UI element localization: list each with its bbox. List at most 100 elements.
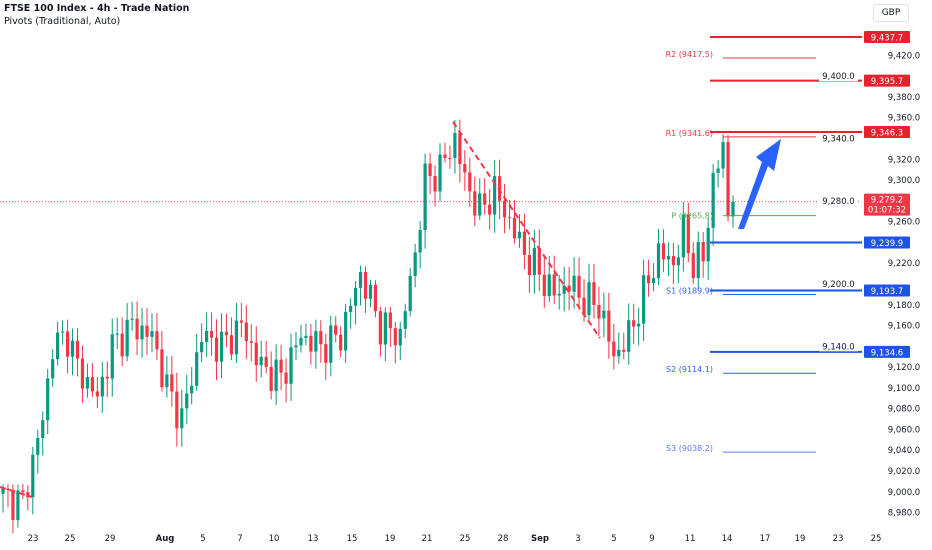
level-badge — [864, 31, 910, 43]
candle-body — [140, 325, 144, 340]
candle-body — [696, 242, 700, 279]
x-tick-label: 7 — [237, 534, 242, 544]
candle-body — [358, 272, 363, 288]
candle-body — [85, 377, 90, 389]
pivot-label: S2 (9114.1) — [666, 365, 713, 374]
candle-body — [393, 328, 397, 346]
x-tick-label: 11 — [685, 534, 696, 544]
candle-body — [522, 231, 527, 255]
candle-body — [284, 372, 288, 384]
candle-body — [289, 347, 293, 384]
candle-body — [497, 176, 502, 201]
x-tick-label: 3 — [575, 534, 580, 544]
candle-body — [234, 320, 239, 355]
candle-body — [304, 335, 308, 338]
candle-body — [368, 284, 373, 299]
candle-body — [388, 312, 392, 329]
y-tick-label: 9,300.0 — [888, 176, 920, 186]
candle-body — [180, 408, 184, 429]
candle-body — [686, 214, 690, 254]
candle-body — [244, 322, 248, 342]
y-tick-label: 9,360.0 — [888, 114, 920, 124]
candle-body — [200, 341, 204, 353]
candle-body — [637, 323, 641, 327]
candle-body — [552, 274, 556, 296]
candle-body — [711, 172, 715, 228]
candle-body — [701, 242, 705, 262]
y-tick-label: 9,220.0 — [888, 259, 920, 269]
candle-body — [1, 488, 5, 494]
candle-body — [493, 176, 497, 215]
candle-body — [31, 454, 35, 498]
candle-body — [353, 287, 358, 306]
candle-body — [219, 331, 224, 362]
candle-body — [115, 333, 119, 335]
candle-body — [130, 318, 134, 320]
level-badge-label: 9,193.7 — [871, 287, 903, 297]
candle-body — [339, 334, 343, 351]
candle-body — [229, 335, 234, 355]
x-tick-label: 25 — [871, 534, 882, 544]
candle-body — [125, 319, 129, 357]
indicator-label[interactable]: Pivots (Traditional, Auto) — [4, 16, 121, 27]
candle-body — [329, 325, 333, 363]
candle-body — [646, 275, 651, 284]
currency-button[interactable]: GBP — [873, 4, 909, 22]
x-tick-label: Aug — [156, 534, 175, 544]
candle-body — [254, 342, 258, 366]
y-tick-label: 9,120.0 — [888, 363, 920, 373]
level-badge — [864, 284, 910, 297]
candle-body — [165, 374, 169, 388]
candle-body — [209, 330, 214, 338]
level-badge-label: 9,134.6 — [871, 348, 903, 358]
candle-body — [56, 332, 60, 360]
candle-body — [597, 304, 601, 319]
x-tick-label: 29 — [105, 534, 116, 544]
x-tick-label: 23 — [833, 534, 844, 544]
y-tick-label: 9,200.0 — [822, 280, 854, 290]
candle-body — [577, 275, 581, 298]
candle-body — [507, 217, 512, 219]
level-badge — [864, 74, 910, 87]
candle-body — [562, 285, 566, 294]
up-arrow-icon — [738, 139, 781, 229]
candle-body — [468, 172, 472, 192]
candle-body — [567, 285, 571, 292]
x-tick-label: 28 — [498, 534, 509, 544]
y-tick-label: 9,100.0 — [888, 384, 920, 394]
candle-body — [170, 374, 174, 392]
candle-body — [299, 337, 303, 346]
x-tick-label: Sep — [531, 534, 549, 544]
candle-body — [60, 331, 65, 333]
candle-body — [214, 337, 219, 362]
candle-body — [502, 200, 507, 218]
y-tick-label: 9,160.0 — [888, 322, 920, 332]
candle-body — [378, 311, 383, 345]
y-tick-bg — [819, 133, 858, 144]
candle-body — [488, 204, 492, 215]
candle-body — [110, 334, 114, 379]
candle-body — [70, 340, 75, 357]
x-tick-label: 17 — [760, 534, 771, 544]
candle-body — [95, 391, 99, 397]
y-tick-bg — [819, 195, 858, 206]
candle-body — [602, 310, 606, 319]
x-tick-label: 9 — [649, 534, 654, 544]
y-tick-label: 9,080.0 — [888, 405, 920, 415]
x-tick-label: 25 — [65, 534, 76, 544]
candle-body — [473, 191, 477, 216]
candle-body — [547, 274, 551, 297]
candle-body — [716, 168, 720, 173]
level-badge — [864, 125, 910, 138]
level-badge-label: 9,346.3 — [871, 128, 903, 138]
candle-body — [349, 305, 353, 312]
last-price-badge — [864, 193, 910, 216]
x-tick-label: 19 — [795, 534, 806, 544]
candle-body — [617, 349, 621, 357]
x-tick-label: 21 — [422, 534, 433, 544]
candle-body — [185, 393, 189, 409]
candle-body — [334, 325, 338, 335]
pivot-label: P (9265.8) — [671, 212, 713, 221]
candle-body — [587, 282, 591, 316]
